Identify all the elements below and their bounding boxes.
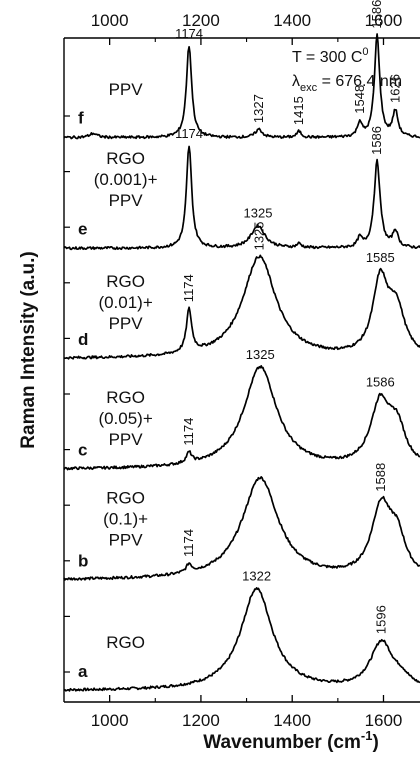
x-tick-label-bottom: 1600	[365, 711, 403, 730]
x-tick-label-top: 1400	[273, 11, 311, 30]
sample-label-a: RGO	[106, 633, 145, 652]
series-letter-e: e	[78, 219, 87, 238]
peak-label: 1548	[352, 85, 367, 114]
x-tick-label-top: 1600	[365, 11, 403, 30]
sample-label-e: PPV	[109, 191, 144, 210]
x-tick-label-top: 1200	[182, 11, 220, 30]
series-letter-c: c	[78, 441, 87, 460]
x-tick-label-bottom: 1000	[91, 711, 129, 730]
peak-label: 1322	[242, 569, 271, 584]
sample-label-d: (0.01)+	[98, 293, 152, 312]
sample-label-c: PPV	[109, 430, 144, 449]
sample-label-d: RGO	[106, 272, 145, 291]
peak-label: 1588	[373, 463, 388, 492]
x-axis-title: Wavenumber (cm-1)	[203, 728, 379, 753]
peak-label: 1585	[366, 250, 395, 265]
series-letter-d: d	[78, 330, 88, 349]
spectrum-trace-c	[63, 365, 420, 471]
y-axis-title: Raman Intensity (a.u.)	[18, 251, 39, 448]
peak-label: 1325	[251, 221, 266, 250]
peak-label: 1626	[387, 74, 402, 103]
peak-label: 1596	[374, 605, 389, 634]
peak-label: 1174	[175, 126, 203, 141]
peak-label: 1586	[366, 374, 395, 389]
sample-label-b: PPV	[109, 530, 144, 549]
peak-label: 1325	[244, 206, 273, 221]
wavelength-annotation: λexc = 676.4 nm	[292, 73, 402, 94]
peak-label: 1174	[181, 529, 196, 557]
sample-label-f: PPV	[109, 80, 144, 99]
peak-label: 1415	[291, 96, 306, 125]
x-tick-label-bottom: 1400	[273, 711, 311, 730]
peak-label: 1327	[251, 94, 266, 123]
spectrum-trace-b	[63, 476, 420, 581]
spectrum-trace-f	[63, 33, 420, 140]
series-letter-a: a	[78, 662, 88, 681]
spectrum-trace-d	[63, 254, 420, 360]
plot-frame-layer: 1000 1000 1200 1200 1400 1400 1600 1600	[63, 11, 420, 730]
sample-label-c: RGO	[106, 388, 145, 407]
peak-label: 1174	[181, 274, 196, 302]
labels-layer: a RGO 1322 1596 b RGO (0.1)+ PPV 1174 1588 c RGO (0.…	[78, 0, 402, 681]
series-letter-f: f	[78, 109, 84, 128]
peak-label: 1174	[181, 418, 196, 446]
spectrum-trace-a	[63, 587, 420, 692]
peak-label: 1586	[369, 0, 384, 29]
peak-label: 1325	[246, 347, 275, 362]
temperature-annotation: T = 300 C0	[292, 46, 369, 66]
sample-label-e: (0.001)+	[94, 170, 158, 189]
peak-label: 1586	[369, 126, 384, 155]
sample-label-b: RGO	[106, 488, 145, 507]
sample-label-e: RGO	[106, 149, 145, 168]
spectra-layer	[63, 33, 420, 692]
series-letter-b: b	[78, 551, 88, 570]
peak-label: 1174	[175, 26, 203, 41]
sample-label-b: (0.1)+	[103, 509, 148, 528]
sample-label-c: (0.05)+	[98, 409, 152, 428]
x-tick-label-bottom: 1200	[182, 711, 220, 730]
x-tick-label-top: 1000	[91, 11, 129, 30]
sample-label-d: PPV	[109, 314, 144, 333]
spectrum-trace-e	[63, 145, 420, 251]
